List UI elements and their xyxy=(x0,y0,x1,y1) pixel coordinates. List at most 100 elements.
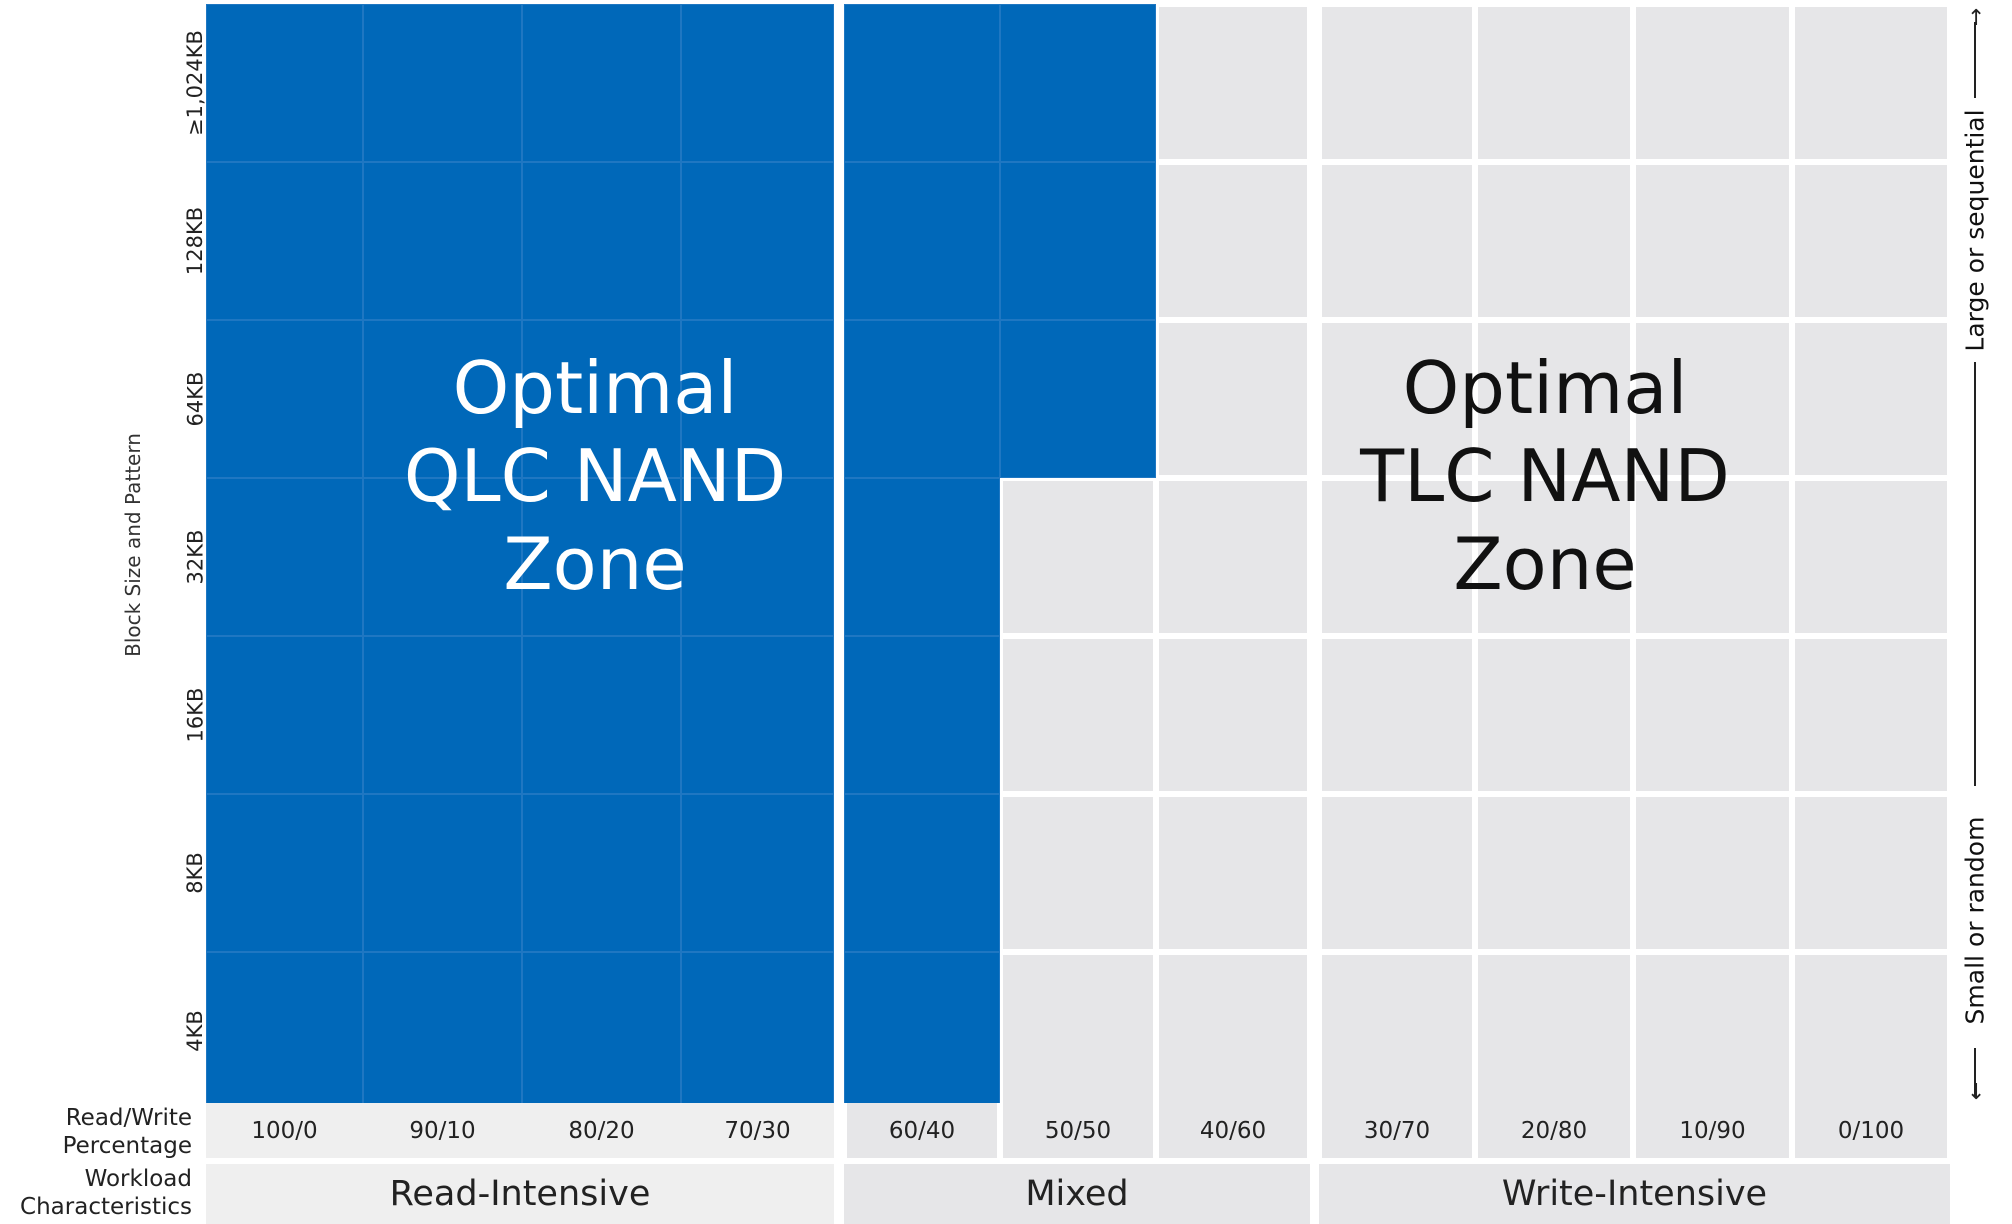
heatmap-cell-64kb-100-0 xyxy=(206,320,363,478)
heatmap-cell-4kb-30-70 xyxy=(1319,952,1475,1110)
heatmap-cell-128kb-50-50 xyxy=(1000,162,1156,320)
heatmap-cell-16kb-20-80 xyxy=(1475,636,1633,794)
heatmap-cell-8kb-0-100 xyxy=(1792,794,1950,952)
heatmap-cell-128kb-60-40 xyxy=(844,162,1000,320)
arrow-up-icon: ↑ xyxy=(1967,6,1986,31)
heatmap-cell-8kb-90-10 xyxy=(363,794,522,952)
heatmap-cell-16kb-10-90 xyxy=(1633,636,1792,794)
heatmap-cell-1-024kb-0-100 xyxy=(1792,4,1950,162)
heatmap-cell-1-024kb-10-90 xyxy=(1633,4,1792,162)
x-tick-100-0: 100/0 xyxy=(206,1103,363,1158)
x-tick-20-80: 20/80 xyxy=(1475,1103,1633,1158)
heatmap-cell-32kb-90-10 xyxy=(363,478,522,636)
heatmap-cell-64kb-30-70 xyxy=(1319,320,1475,478)
y-axis-label: Block Size and Pattern xyxy=(118,380,148,710)
y-tick-16kb: 16KB xyxy=(183,687,207,743)
heatmap-cell-4kb-80-20 xyxy=(522,952,681,1110)
heatmap-cell-64kb-40-60 xyxy=(1156,320,1310,478)
heatmap-cell-64kb-0-100 xyxy=(1792,320,1950,478)
heatmap-cell-32kb-70-30 xyxy=(681,478,834,636)
heatmap-cell-16kb-90-10 xyxy=(363,636,522,794)
heatmap-cell-32kb-100-0 xyxy=(206,478,363,636)
heatmap-cell-4kb-70-30 xyxy=(681,952,834,1110)
heatmap-cell-64kb-60-40 xyxy=(844,320,1000,478)
heatmap-cell-128kb-100-0 xyxy=(206,162,363,320)
heatmap-cell-64kb-80-20 xyxy=(522,320,681,478)
heatmap-cell-16kb-70-30 xyxy=(681,636,834,794)
zone-qlc-line-1: Optimal xyxy=(452,346,738,430)
heatmap-cell-4kb-60-40 xyxy=(844,952,1000,1110)
heatmap-cell-128kb-90-10 xyxy=(363,162,522,320)
heatmap-cell-8kb-70-30 xyxy=(681,794,834,952)
heatmap-cell-4kb-100-0 xyxy=(206,952,363,1110)
heatmap-cell-16kb-60-40 xyxy=(844,636,1000,794)
zone-label-tlc: Optimal TLC NAND Zone xyxy=(1340,344,1750,608)
heatmap-cell-8kb-100-0 xyxy=(206,794,363,952)
heatmap-cell-4kb-40-60 xyxy=(1156,952,1310,1110)
heatmap-cell-16kb-40-60 xyxy=(1156,636,1310,794)
x-tick-40-60: 40/60 xyxy=(1156,1103,1310,1158)
y-tick-8kb: 8KB xyxy=(183,852,208,894)
heatmap-cell-32kb-50-50 xyxy=(1000,478,1156,636)
zone-label-qlc: Optimal QLC NAND Zone xyxy=(390,344,800,608)
heatmap-cell-32kb-40-60 xyxy=(1156,478,1310,636)
x-tick-10-90: 10/90 xyxy=(1633,1103,1792,1158)
side-label-bottom-text: Small or random xyxy=(1960,816,1990,1024)
heatmap-cell-1-024kb-50-50 xyxy=(1000,4,1156,162)
heatmap-cell-8kb-80-20 xyxy=(522,794,681,952)
y-tick-32kb: 32KB xyxy=(183,529,207,585)
x-tick-0-100: 0/100 xyxy=(1792,1103,1950,1158)
heatmap-cell-128kb-40-60 xyxy=(1156,162,1310,320)
heatmap-cell-128kb-10-90 xyxy=(1633,162,1792,320)
zone-qlc-line-3: Zone xyxy=(503,522,687,606)
heatmap-cell-16kb-100-0 xyxy=(206,636,363,794)
side-label-top: Large or sequential xyxy=(1955,80,1995,380)
y-tick-4kb: 4KB xyxy=(183,1010,208,1052)
heatmap-cell-8kb-20-80 xyxy=(1475,794,1633,952)
heatmap-cell-1-024kb-30-70 xyxy=(1319,4,1475,162)
heatmap-cell-16kb-30-70 xyxy=(1319,636,1475,794)
side-axis-line-top xyxy=(1974,22,1976,98)
heatmap-cell-128kb-20-80 xyxy=(1475,162,1633,320)
y-tick-64kb: 64KB xyxy=(183,371,207,427)
heatmap-cell-32kb-10-90 xyxy=(1633,478,1792,636)
side-axis-line-bottom xyxy=(1974,1048,1976,1096)
y-tick-1-024kb: ≥1,024KB xyxy=(183,30,207,136)
zone-tlc-line-2: TLC NAND xyxy=(1360,434,1730,518)
heatmap-cell-8kb-10-90 xyxy=(1633,794,1792,952)
heatmap-cell-16kb-50-50 xyxy=(1000,636,1156,794)
heatmap-cell-1-024kb-20-80 xyxy=(1475,4,1633,162)
workload-write-intensive: Write-Intensive xyxy=(1319,1164,1950,1224)
heatmap-cell-1-024kb-60-40 xyxy=(844,4,1000,162)
heatmap-cell-1-024kb-80-20 xyxy=(522,4,681,162)
heatmap-cell-8kb-50-50 xyxy=(1000,794,1156,952)
heatmap-cell-64kb-70-30 xyxy=(681,320,834,478)
y-axis-label-text: Block Size and Pattern xyxy=(121,433,145,657)
heatmap-cell-16kb-80-20 xyxy=(522,636,681,794)
heatmap-cell-4kb-90-10 xyxy=(363,952,522,1110)
x-tick-30-70: 30/70 xyxy=(1319,1103,1475,1158)
heatmap-cell-128kb-30-70 xyxy=(1319,162,1475,320)
heatmap-cell-1-024kb-70-30 xyxy=(681,4,834,162)
zone-tlc-line-3: Zone xyxy=(1453,522,1637,606)
workload-read-intensive: Read-Intensive xyxy=(206,1164,834,1224)
heatmap-cell-128kb-70-30 xyxy=(681,162,834,320)
x-tick-50-50: 50/50 xyxy=(1000,1103,1156,1158)
x-tick-90-10: 90/10 xyxy=(363,1103,522,1158)
heatmap-cell-32kb-80-20 xyxy=(522,478,681,636)
zone-qlc-line-2: QLC NAND xyxy=(403,434,787,518)
heatmap-cell-32kb-30-70 xyxy=(1319,478,1475,636)
heatmap-cell-1-024kb-100-0 xyxy=(206,4,363,162)
y-tick-128kb: 128KB xyxy=(183,206,208,276)
side-label-top-text: Large or sequential xyxy=(1960,108,1990,352)
heatmap-cell-16kb-0-100 xyxy=(1792,636,1950,794)
heatmap-cell-64kb-20-80 xyxy=(1475,320,1633,478)
heatmap-cell-64kb-10-90 xyxy=(1633,320,1792,478)
heatmap-cell-1-024kb-90-10 xyxy=(363,4,522,162)
heatmap-cell-1-024kb-40-60 xyxy=(1156,4,1310,162)
heatmap-cell-32kb-20-80 xyxy=(1475,478,1633,636)
x-tick-70-30: 70/30 xyxy=(681,1103,834,1158)
heatmap-cell-4kb-20-80 xyxy=(1475,952,1633,1110)
heatmap-cell-64kb-90-10 xyxy=(363,320,522,478)
